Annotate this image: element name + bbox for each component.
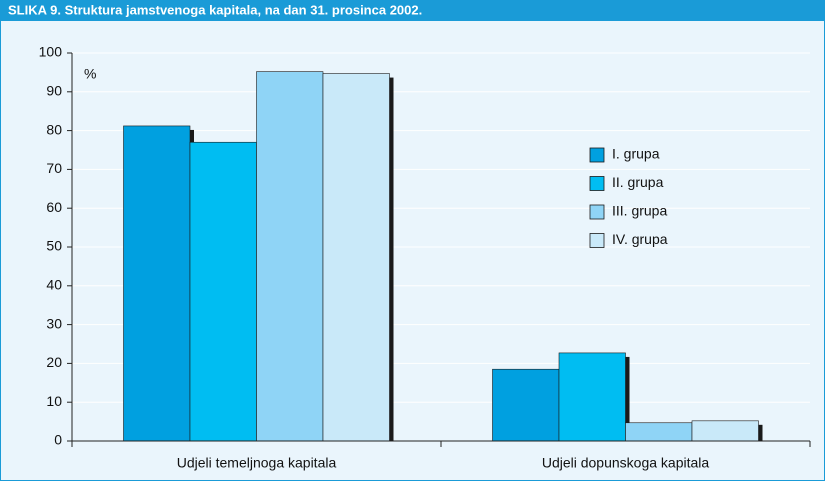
y-tick-label: 60 [46, 199, 62, 215]
bar [256, 71, 324, 442]
bar [691, 420, 759, 442]
legend-label: I. grupa [612, 146, 660, 162]
bar [625, 422, 693, 442]
y-tick-label: 80 [46, 121, 62, 137]
legend-swatch [589, 233, 605, 248]
legend-swatch [589, 147, 605, 163]
y-tick-label: 20 [46, 354, 62, 370]
bar [189, 141, 257, 442]
bar [123, 125, 191, 442]
legend-swatch [589, 176, 605, 191]
y-tick-label: 10 [46, 393, 62, 409]
y-tick-label: 100 [39, 44, 63, 60]
y-tick-label: 0 [54, 432, 62, 448]
legend-label: II. grupa [612, 174, 664, 190]
y-unit: % [84, 66, 96, 82]
y-tick-label: 90 [46, 83, 62, 99]
x-tick-label: Udjeli dopunskoga kapitala [542, 455, 710, 471]
title-bar [0, 0, 825, 21]
y-tick-label: 50 [46, 238, 62, 254]
bar [558, 352, 626, 442]
chart-title: SLIKA 9. Struktura jamstvenoga kapitala,… [8, 2, 422, 17]
legend-label: IV. grupa [612, 231, 668, 247]
legend-label: III. grupa [612, 203, 667, 219]
y-tick-label: 40 [46, 277, 62, 293]
x-tick-label: Udjeli temeljnoga kapitala [177, 455, 337, 471]
bar [322, 73, 390, 442]
legend-swatch [589, 204, 605, 220]
bar [492, 368, 560, 442]
y-tick-label: 30 [46, 315, 62, 331]
y-tick-label: 70 [46, 160, 62, 176]
